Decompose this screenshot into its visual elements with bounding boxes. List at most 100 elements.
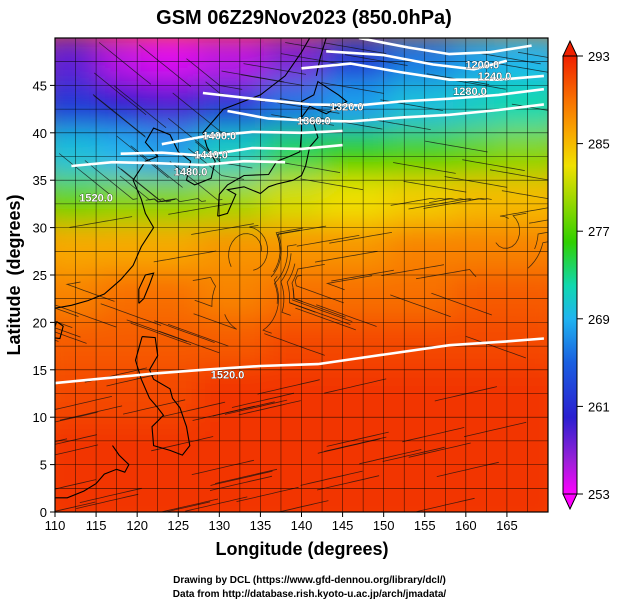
streamline bbox=[429, 198, 492, 203]
streamline bbox=[276, 500, 329, 512]
temperature-cell bbox=[321, 365, 397, 431]
colorbar-tick-label: 253 bbox=[588, 487, 610, 502]
streamline bbox=[382, 446, 445, 462]
x-tick-label: 140 bbox=[291, 518, 313, 533]
streamline bbox=[402, 427, 465, 443]
colorbar-tick-label: 285 bbox=[588, 137, 610, 152]
colorbar-fill bbox=[562, 55, 578, 495]
wind-streamlines bbox=[55, 42, 548, 512]
y-tick-label: 30 bbox=[33, 221, 47, 236]
streamline bbox=[100, 303, 162, 326]
streamline bbox=[55, 304, 117, 328]
streamline bbox=[325, 275, 373, 291]
streamline bbox=[69, 216, 133, 228]
streamline bbox=[123, 399, 186, 415]
streamline bbox=[138, 44, 192, 88]
streamline bbox=[159, 498, 219, 512]
temperature-cell bbox=[494, 469, 548, 512]
height-contour-line bbox=[227, 103, 545, 123]
streamline bbox=[117, 166, 172, 203]
height-contours bbox=[55, 38, 545, 385]
y-tick-label: 5 bbox=[40, 458, 47, 473]
coastline bbox=[55, 445, 130, 499]
streamline bbox=[321, 82, 384, 94]
coastlines bbox=[55, 38, 348, 499]
streamline bbox=[316, 304, 377, 327]
streamline bbox=[153, 250, 217, 263]
streamline bbox=[296, 235, 360, 247]
streamline bbox=[55, 331, 87, 344]
colorbar-tick-label: 269 bbox=[588, 312, 610, 327]
streamline bbox=[58, 153, 112, 196]
streamline bbox=[55, 320, 73, 328]
streamline bbox=[408, 442, 471, 458]
streamline bbox=[317, 475, 380, 491]
y-tick-label: 15 bbox=[33, 363, 47, 378]
contour-label: 1360.0 bbox=[297, 115, 331, 127]
coastline bbox=[55, 321, 64, 340]
streamline bbox=[517, 51, 548, 58]
streamline bbox=[314, 250, 378, 263]
contour-label: 1240.0 bbox=[478, 71, 512, 83]
streamline bbox=[214, 468, 278, 484]
coastline bbox=[134, 336, 191, 456]
height-contour-line bbox=[326, 50, 508, 71]
height-contour-line bbox=[202, 87, 545, 107]
credit-drawing: Drawing by DCL (https://www.gfd-dennou.o… bbox=[173, 575, 446, 586]
streamline bbox=[390, 197, 454, 206]
y-axis-ticks: 0 5 10 15 20 25 30 35 40 45 bbox=[33, 78, 55, 520]
credit-data-source: Data from http://database.rish.kyoto-u.a… bbox=[172, 589, 447, 600]
streamline bbox=[55, 434, 97, 445]
x-tick-label: 120 bbox=[126, 518, 148, 533]
streamline bbox=[98, 42, 152, 85]
streamline bbox=[119, 175, 176, 203]
streamline bbox=[300, 178, 363, 191]
streamline bbox=[224, 399, 288, 415]
streamline bbox=[329, 232, 392, 244]
streamline bbox=[145, 198, 206, 203]
streamline bbox=[489, 169, 548, 181]
streamline bbox=[185, 496, 248, 512]
streamline bbox=[168, 203, 231, 215]
contour-label: 1280.0 bbox=[453, 86, 487, 98]
streamline bbox=[444, 176, 508, 188]
height-contour-line bbox=[71, 159, 286, 168]
x-tick-label: 130 bbox=[208, 518, 230, 533]
x-tick-label: 150 bbox=[373, 518, 395, 533]
streamline bbox=[317, 438, 380, 454]
streamline bbox=[55, 444, 98, 456]
y-tick-label: 10 bbox=[33, 410, 47, 425]
streamline bbox=[55, 501, 96, 512]
streamline bbox=[55, 411, 98, 423]
streamline bbox=[163, 401, 226, 417]
streamline bbox=[94, 72, 147, 116]
x-tick-label: 155 bbox=[414, 518, 436, 533]
streamline bbox=[529, 219, 548, 224]
temperature-cell bbox=[198, 365, 274, 431]
streamline bbox=[55, 396, 112, 410]
streamline bbox=[191, 223, 254, 235]
streamline bbox=[228, 233, 263, 267]
streamline bbox=[408, 198, 472, 210]
x-axis-label: Longitude (degrees) bbox=[215, 539, 388, 559]
y-axis-label: Latitude (degrees) bbox=[4, 194, 24, 355]
streamline bbox=[291, 264, 325, 302]
streamline bbox=[116, 135, 169, 179]
streamline bbox=[243, 63, 307, 75]
contour-label: 1440.0 bbox=[194, 150, 228, 162]
streamline bbox=[241, 74, 304, 86]
coastline bbox=[300, 80, 348, 118]
streamline bbox=[191, 459, 254, 475]
streamline bbox=[431, 292, 492, 316]
streamline bbox=[294, 275, 344, 304]
streamline bbox=[257, 379, 320, 395]
temperature-cell bbox=[494, 365, 548, 431]
streamline bbox=[231, 392, 295, 408]
height-contour-line bbox=[120, 143, 343, 157]
colorbar-ticks: 293 285 277 269 261 253 bbox=[577, 49, 610, 502]
streamline bbox=[403, 180, 467, 193]
x-tick-label: 115 bbox=[86, 518, 107, 533]
streamline bbox=[344, 54, 408, 66]
